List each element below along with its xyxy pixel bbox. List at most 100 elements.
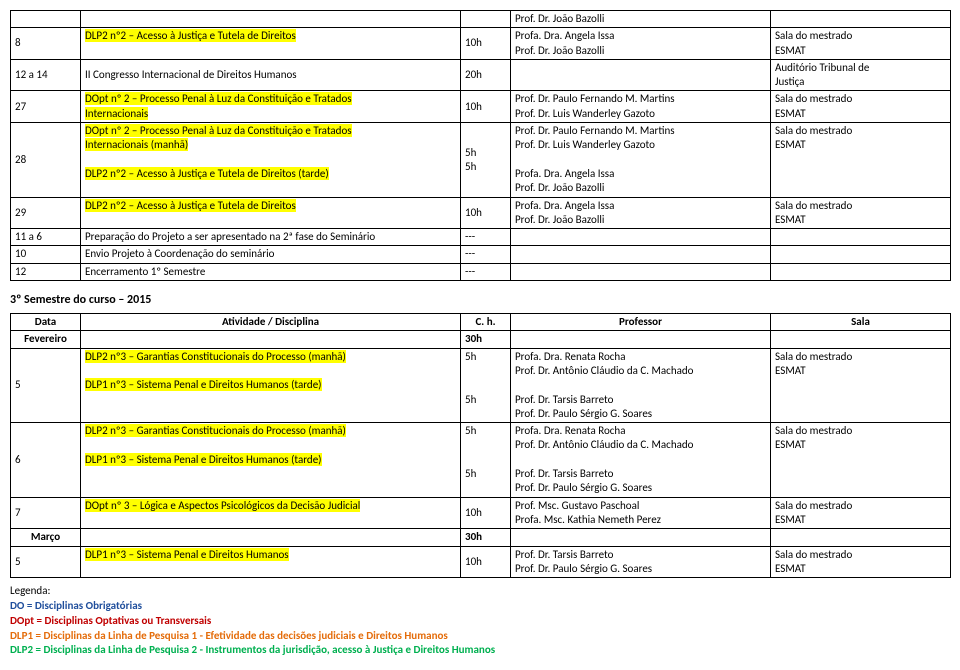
table-row: 10 Envio Projeto à Coordenação do seminá… [11,246,951,263]
table-row: 28 DOpt nº 2 – Processo Penal à Luz da C… [11,123,951,197]
cell-prof: Prof. Dr. Paulo Fernando M. MartinsProf.… [511,123,771,197]
cell-prof: Profa. Dra. Angela IssaProf. Dr. João Ba… [511,28,771,60]
cell-room: Sala do mestradoESMAT [771,546,951,578]
cell-date [11,11,81,28]
cell-room: Auditório Tribunal deJustiça [771,59,951,91]
schedule-table-1: Prof. Dr. João Bazolli 8 DLP2 nº2 – Aces… [10,10,951,281]
cell-activity: DOpt nº 2 – Processo Penal à Luz da Cons… [81,123,461,197]
legend-dlp2: DLP2 = Disciplinas da Linha de Pesquisa … [10,643,495,656]
legend: Legenda: DO = Disciplinas Obrigatórias D… [10,584,950,658]
cell-prof [511,529,771,546]
cell-hours: 10h [461,197,511,229]
table-row: 5 DLP2 nº3 – Garantias Constitucionais d… [11,348,951,422]
cell-room [771,246,951,263]
cell-room: Sala do mestradoESMAT [771,123,951,197]
cell-room: Sala do mestradoESMAT [771,348,951,422]
col-header-date: Data [11,314,81,331]
cell-room [771,529,951,546]
cell-activity: DLP2 nº3 – Garantias Constitucionais do … [81,348,461,422]
cell-room: Sala do mestradoESMAT [771,497,951,529]
table-row: 8 DLP2 nº2 – Acesso à Justiça e Tutela d… [11,28,951,60]
col-header-activity: Atividade / Disciplina [81,314,461,331]
cell-prof: Profa. Dra. Renata RochaProf. Dr. Antôni… [511,423,771,497]
month-row-fevereiro: Fevereiro 30h [11,331,951,348]
cell-activity: DLP2 nº2 – Acesso à Justiça e Tutela de … [81,197,461,229]
legend-dlp1: DLP1 = Disciplinas da Linha de Pesquisa … [10,629,448,642]
activity-text: DLP1 nº3 – Sistema Penal e Direitos Huma… [85,453,322,466]
cell-hours: 5h 5h [461,423,511,497]
schedule-table-2: Data Atividade / Disciplina C. h. Profes… [10,313,951,578]
activity-text: DLP2 nº3 – Garantias Constitucionais do … [85,424,346,437]
cell-hours: 5h5h [461,123,511,197]
cell-activity: DLP1 nº3 – Sistema Penal e Direitos Huma… [81,546,461,578]
cell-room: Sala do mestradoESMAT [771,423,951,497]
cell-date: 12 a 14 [11,59,81,91]
month-row-marco: Março 30h [11,529,951,546]
cell-date: 29 [11,197,81,229]
month-label: Fevereiro [11,331,81,348]
col-header-room: Sala [771,314,951,331]
cell-hours: --- [461,263,511,280]
cell-prof [511,59,771,91]
table-row: 29 DLP2 nº2 – Acesso à Justiça e Tutela … [11,197,951,229]
cell-room [771,11,951,28]
legend-title: Legenda: [10,584,50,597]
cell-prof: Prof. Msc. Gustavo PaschoalProfa. Msc. K… [511,497,771,529]
section-title: 3º Semestre do curso – 2015 [10,293,950,307]
cell-date: 12 [11,263,81,280]
table-row: 27 DOpt nº 2 – Processo Penal à Luz da C… [11,91,951,123]
month-hours: 30h [461,331,511,348]
cell-hours: 10h [461,28,511,60]
cell-activity [81,529,461,546]
cell-date: 7 [11,497,81,529]
cell-hours: --- [461,246,511,263]
cell-activity: Encerramento 1º Semestre [81,263,461,280]
cell-room [771,229,951,246]
legend-dopt: DOpt = Disciplinas Optativas ou Transver… [10,614,211,627]
activity-text: DLP1 nº3 – Sistema Penal e Direitos Huma… [85,378,322,391]
legend-do: DO = Disciplinas Obrigatórias [10,599,142,612]
cell-room: Sala do mestradoESMAT [771,91,951,123]
col-header-hours: C. h. [461,314,511,331]
cell-hours: 10h [461,497,511,529]
month-label: Março [11,529,81,546]
table-row: 6 DLP2 nº3 – Garantias Constitucionais d… [11,423,951,497]
cell-activity: DLP2 nº2 – Acesso à Justiça e Tutela de … [81,28,461,60]
cell-prof [511,246,771,263]
cell-activity: Preparação do Projeto a ser apresentado … [81,229,461,246]
cell-activity [81,11,461,28]
cell-prof: Profa. Dra. Angela IssaProf. Dr. João Ba… [511,197,771,229]
cell-room: Sala do mestradoESMAT [771,197,951,229]
cell-date: 5 [11,348,81,422]
cell-room [771,263,951,280]
cell-hours: 10h [461,546,511,578]
cell-date: 5 [11,546,81,578]
cell-activity: II Congresso Internacional de Direitos H… [81,59,461,91]
cell-date: 11 a 6 [11,229,81,246]
cell-prof: Prof. Dr. Paulo Fernando M. MartinsProf.… [511,91,771,123]
col-header-prof: Professor [511,314,771,331]
cell-prof [511,263,771,280]
table-header: Data Atividade / Disciplina C. h. Profes… [11,314,951,331]
table-row: 12 Encerramento 1º Semestre --- [11,263,951,280]
table-row: 7 DOpt nº 3 – Lógica e Aspectos Psicológ… [11,497,951,529]
table-row: 5 DLP1 nº3 – Sistema Penal e Direitos Hu… [11,546,951,578]
cell-date: 6 [11,423,81,497]
cell-activity: DLP2 nº3 – Garantias Constitucionais do … [81,423,461,497]
activity-text: DLP2 nº3 – Garantias Constitucionais do … [85,350,346,363]
cell-prof: Profa. Dra. Renata RochaProf. Dr. Antôni… [511,348,771,422]
table-row: 11 a 6 Preparação do Projeto a ser apres… [11,229,951,246]
cell-room [771,331,951,348]
cell-date: 27 [11,91,81,123]
cell-activity: DOpt nº 2 – Processo Penal à Luz da Cons… [81,91,461,123]
cell-date: 28 [11,123,81,197]
cell-prof [511,331,771,348]
cell-date: 10 [11,246,81,263]
cell-hours: --- [461,229,511,246]
table-row: 12 a 14 II Congresso Internacional de Di… [11,59,951,91]
cell-hours: 20h [461,59,511,91]
cell-prof: Prof. Dr. João Bazolli [511,11,771,28]
cell-activity: Envio Projeto à Coordenação do seminário [81,246,461,263]
cell-hours: 10h [461,91,511,123]
cell-hours [461,11,511,28]
